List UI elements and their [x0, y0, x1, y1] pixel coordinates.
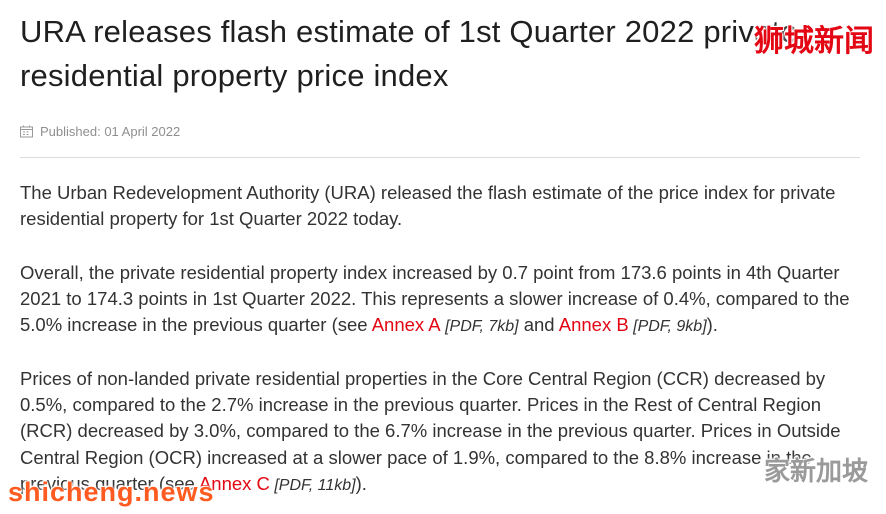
paragraph-1: The Urban Redevelopment Authority (URA) … [20, 180, 860, 233]
annex-c-link[interactable]: Annex C [198, 472, 270, 494]
divider [20, 157, 860, 159]
annex-b-link[interactable]: Annex B [558, 314, 629, 336]
annex-c-pdf-meta: [PDF, 11kb] [269, 476, 356, 494]
paragraph-2-and: and [518, 314, 559, 336]
article-page: URA releases flash estimate of 1st Quart… [20, 14, 860, 498]
paragraph-3-text: Prices of non-landed private residential… [20, 367, 841, 494]
paragraph-1-text: The Urban Redevelopment Authority (URA) … [20, 182, 836, 230]
published-date: Published: 01 April 2022 [40, 124, 181, 140]
annex-b-pdf-meta: [PDF, 9kb] [628, 318, 707, 336]
annex-a-pdf-meta: [PDF, 7kb] [440, 318, 519, 336]
paragraph-2-text: Overall, the private residential propert… [20, 261, 850, 336]
paragraph-2-close: ). [706, 314, 718, 336]
paragraph-3: Prices of non-landed private residential… [20, 366, 860, 498]
article-body: The Urban Redevelopment Authority (URA) … [20, 180, 860, 498]
paragraph-2: Overall, the private residential propert… [20, 260, 860, 339]
annex-a-link[interactable]: Annex A [371, 314, 441, 336]
calendar-icon [20, 125, 33, 138]
published-row: Published: 01 April 2022 [20, 124, 860, 139]
paragraph-3-close: ). [355, 472, 367, 494]
page-title: URA releases flash estimate of 1st Quart… [20, 14, 798, 94]
